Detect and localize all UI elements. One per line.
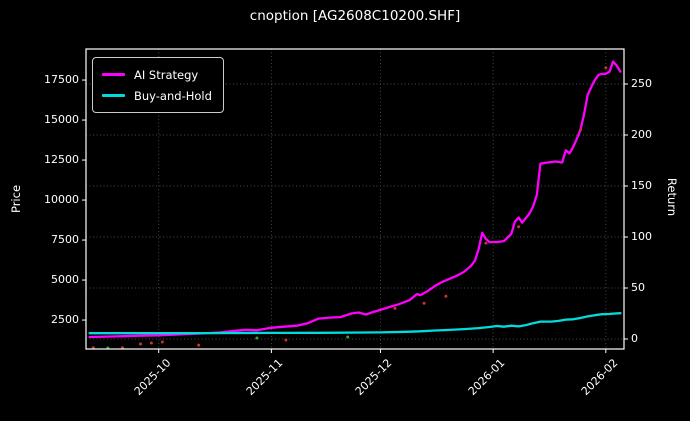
y-tick-label-right: 50 [631, 281, 645, 294]
sell-marker [604, 66, 608, 70]
y-tick-label-right: 0 [631, 332, 638, 345]
legend-label-ai-strategy: AI Strategy [134, 67, 199, 82]
buy-marker [346, 335, 350, 339]
plot-border [85, 48, 625, 350]
series-line-0 [88, 60, 622, 339]
sell-marker [444, 294, 448, 298]
y-tick-label-left: 12500 [44, 153, 79, 167]
sell-marker [149, 341, 153, 345]
y-axis-label-right: Return [665, 177, 679, 217]
sell-marker [284, 338, 288, 342]
legend-swatch-buy-and-hold [102, 93, 125, 98]
legend: AI Strategy Buy-and-Hold [92, 57, 224, 113]
series-line-1 [88, 312, 622, 335]
y-tick-label-right: 250 [631, 76, 652, 90]
sell-marker [422, 301, 426, 305]
y-tick-label-left: 17500 [44, 73, 79, 87]
legend-label-buy-and-hold: Buy-and-Hold [134, 88, 212, 103]
y-tick-label-left: 2500 [51, 313, 79, 327]
legend-item-buy-and-hold: Buy-and-Hold [102, 85, 212, 106]
sell-marker [197, 343, 201, 347]
y-tick-label-right: 100 [631, 229, 652, 243]
y-tick-label-right: 200 [631, 127, 652, 141]
y-tick-label-left: 10000 [44, 193, 79, 207]
sell-marker [139, 342, 142, 346]
y-tick-label-right: 150 [631, 178, 652, 192]
sell-marker [160, 340, 164, 344]
sell-marker [578, 128, 582, 132]
legend-item-ai-strategy: AI Strategy [102, 64, 212, 85]
legend-swatch-ai-strategy [102, 72, 125, 77]
sell-marker [393, 306, 397, 310]
buy-marker [255, 336, 259, 340]
sell-marker [484, 241, 488, 245]
y-tick-label-left: 15000 [44, 113, 79, 127]
chart-title: cnoption [AG2608C10200.SHF] [249, 8, 461, 24]
y-tick-label-left: 7500 [51, 233, 79, 247]
sell-marker [517, 225, 521, 229]
y-tick-label-left: 5000 [51, 273, 79, 287]
